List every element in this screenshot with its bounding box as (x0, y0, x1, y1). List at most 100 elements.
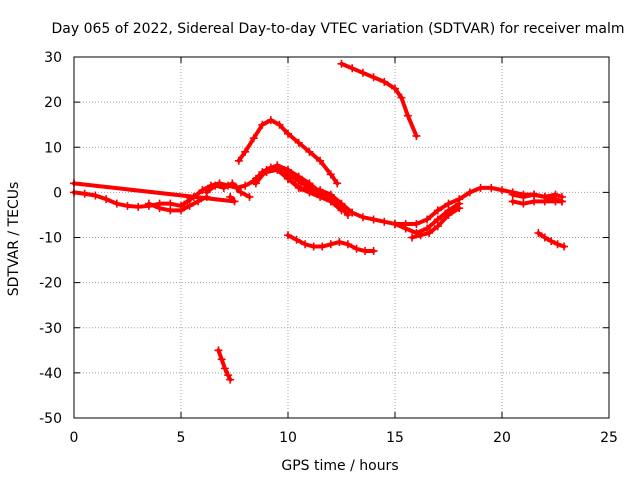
data-point (284, 165, 292, 174)
data-point (380, 77, 389, 86)
y-tick-label: 30 (44, 50, 62, 66)
data-point (380, 217, 389, 226)
data-point (80, 189, 89, 198)
series-arc-low (284, 231, 378, 256)
chart-title: Day 065 of 2022, Sidereal Day-to-day VTE… (52, 21, 625, 37)
data-point (228, 179, 237, 188)
series-line (286, 176, 350, 217)
data-point (391, 84, 399, 93)
data-point (202, 188, 211, 197)
data-point (416, 231, 425, 240)
data-point (358, 213, 367, 222)
data-point (241, 147, 250, 156)
data-point (337, 59, 346, 68)
x-tick-label: 10 (279, 430, 297, 446)
data-point (258, 120, 267, 129)
data-point (296, 183, 305, 192)
series-arc-ribbon-c (284, 174, 352, 219)
data-point (220, 364, 229, 373)
y-tick-label: -30 (39, 321, 62, 337)
data-point (423, 224, 432, 233)
data-point (553, 240, 562, 249)
data-point (251, 179, 260, 188)
data-point (322, 192, 331, 201)
data-point (465, 188, 474, 197)
y-tick-label: 10 (44, 140, 62, 156)
data-point (316, 156, 325, 165)
data-point (262, 165, 271, 174)
x-tick-label: 5 (177, 430, 186, 446)
data-point (433, 206, 442, 215)
data-point (134, 202, 143, 211)
y-tick-label: -40 (39, 366, 62, 382)
data-point (326, 240, 335, 249)
data-point (309, 242, 318, 251)
data-point (519, 199, 528, 208)
data-point (224, 371, 233, 380)
series-arc-high (337, 59, 421, 140)
data-point (305, 179, 314, 188)
data-point (226, 192, 235, 201)
series-line (236, 118, 340, 186)
data-point (155, 204, 164, 213)
data-point (112, 199, 121, 208)
data-point (391, 219, 399, 228)
data-point (519, 192, 528, 201)
data-point (397, 93, 406, 102)
data-point (433, 222, 442, 231)
series-arc-noon-wobble (202, 179, 254, 201)
data-point (508, 197, 517, 206)
data-point (318, 242, 327, 251)
data-point (551, 190, 560, 199)
data-point (273, 161, 282, 170)
data-point (498, 186, 506, 195)
data-point (487, 183, 496, 192)
data-point (557, 192, 566, 201)
data-point (540, 192, 549, 201)
data-point (309, 188, 318, 197)
data-point (476, 183, 485, 192)
data-point (166, 199, 175, 208)
y-axis-label: SDTVAR / TECUs (6, 182, 22, 297)
data-point (326, 170, 335, 179)
data-point (91, 191, 100, 200)
data-point (234, 156, 243, 165)
series-line (339, 61, 419, 138)
series-arc-deep (214, 346, 235, 384)
data-point (236, 188, 245, 197)
data-point (508, 190, 517, 199)
data-point (534, 228, 543, 237)
data-point (292, 235, 301, 244)
data-point (185, 201, 194, 210)
data-point (408, 233, 417, 242)
data-point (275, 120, 284, 129)
data-point (423, 215, 432, 224)
data-point (560, 242, 569, 251)
data-point (166, 206, 175, 215)
data-point (183, 197, 192, 206)
data-point (403, 111, 412, 120)
data-point (358, 68, 367, 77)
data-point (249, 134, 258, 143)
data-point (348, 208, 357, 217)
data-point (530, 190, 539, 199)
data-point (530, 197, 539, 206)
data-point (412, 219, 421, 228)
series-arc-late-cluster-2 (508, 190, 566, 201)
data-point (284, 129, 292, 138)
data-point (444, 199, 453, 208)
y-tick-label: 20 (44, 95, 62, 111)
data-point (455, 204, 464, 213)
data-point (102, 195, 111, 204)
data-point (294, 138, 303, 147)
data-point (301, 240, 310, 249)
data-point (352, 244, 361, 253)
data-point (217, 355, 226, 364)
data-point (343, 210, 352, 219)
data-point (230, 197, 239, 206)
data-point (433, 215, 442, 224)
x-tick-label: 0 (70, 430, 79, 446)
data-point (284, 231, 292, 240)
data-point (335, 238, 344, 247)
